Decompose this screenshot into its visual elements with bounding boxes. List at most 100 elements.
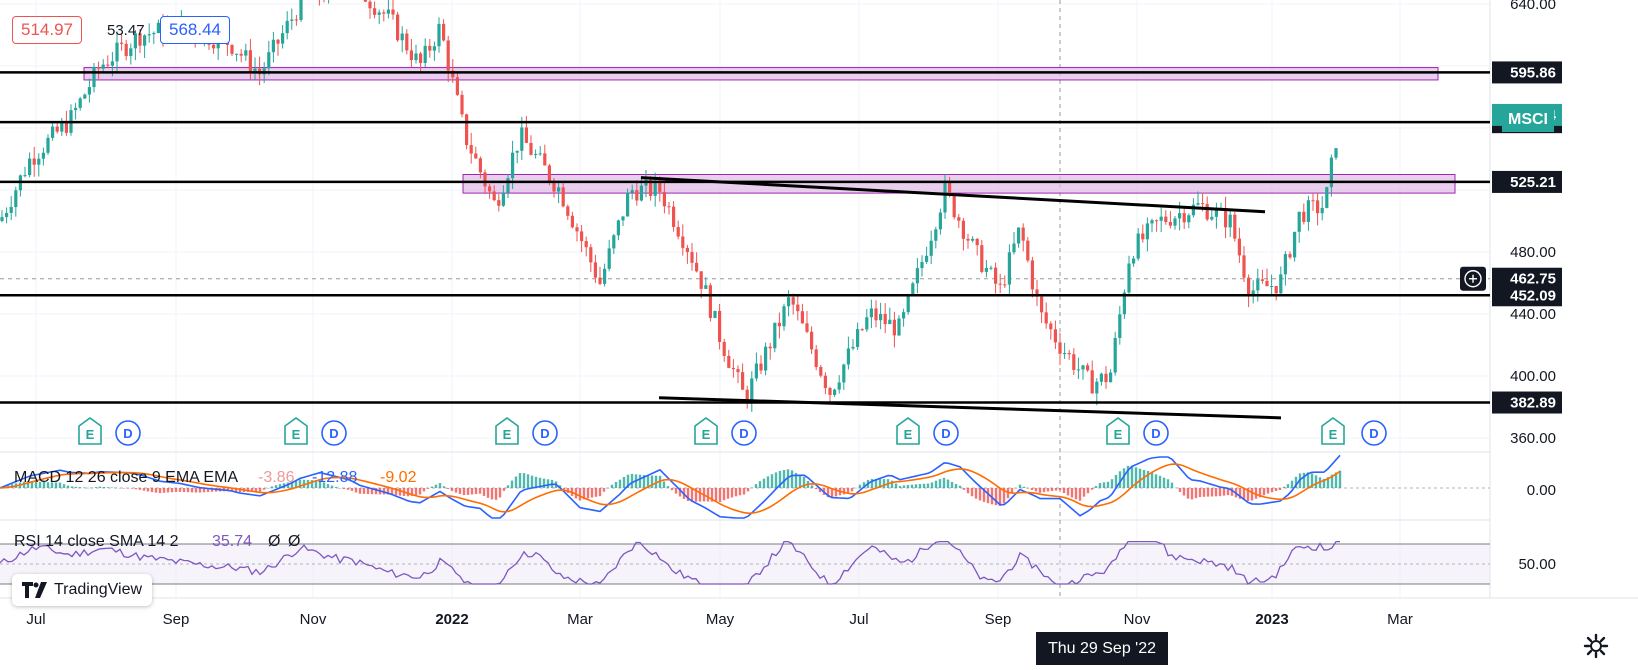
price-axis[interactable]: 640.00 480.00 440.00 400.00 360.00 0.00 50.00 5… xyxy=(1460,0,1562,573)
macd-histogram-bar xyxy=(1186,488,1190,499)
candle-body xyxy=(147,34,151,36)
symbol-badge: MSCI xyxy=(1502,108,1554,132)
macd-histogram-bar xyxy=(410,488,414,496)
candle-body xyxy=(460,94,464,115)
macd-histogram-bar xyxy=(714,488,718,502)
candle-body xyxy=(267,52,271,69)
candle-body xyxy=(777,322,781,327)
macd-histogram-bar xyxy=(574,488,578,499)
macd-histogram-bar xyxy=(830,488,834,498)
macd-histogram-bar xyxy=(298,479,302,488)
candle-body xyxy=(616,220,620,236)
macd-histogram-bar xyxy=(842,488,846,495)
candle-body xyxy=(690,252,694,263)
candle-body xyxy=(975,238,979,246)
plus-circle-icon[interactable] xyxy=(1460,266,1486,291)
candle-body xyxy=(78,98,82,108)
macd-histogram-bar xyxy=(506,485,510,488)
candle-body xyxy=(1035,289,1039,297)
macd-histogram-bar xyxy=(598,488,602,497)
candle-body xyxy=(520,127,524,151)
rsi-label: RSI 14 close SMA 14 2 xyxy=(14,533,179,550)
macd-histogram-bar xyxy=(254,488,258,492)
time-axis-label: Jul xyxy=(849,611,868,628)
macd-histogram-bar xyxy=(90,487,94,489)
macd-histogram-bar xyxy=(382,488,386,495)
candle-body xyxy=(451,70,455,78)
rsi-axis-tick: 50.00 xyxy=(1518,556,1556,573)
macd-histogram-bar xyxy=(1130,465,1134,488)
candle-body xyxy=(497,200,501,206)
candle-body xyxy=(621,216,625,221)
candle-body xyxy=(879,314,883,321)
macd-histogram-bar xyxy=(1182,488,1186,496)
macd-histogram-bar xyxy=(870,478,874,488)
macd-histogram-bar xyxy=(1086,488,1090,494)
candle-body xyxy=(869,308,873,318)
macd-histogram-bar xyxy=(1142,469,1146,488)
gear-icon[interactable] xyxy=(1583,633,1609,659)
candle-body xyxy=(1095,381,1099,394)
macd-value: -12.88 xyxy=(312,469,357,486)
macd-histogram-bar xyxy=(730,488,734,498)
macd-histogram-bar xyxy=(470,488,474,495)
time-axis[interactable]: Jul Sep Nov 2022 Mar May Jul Sep Nov 2023 Mar xyxy=(26,611,1413,628)
macd-axis-tick: 0.00 xyxy=(1527,482,1556,499)
tradingview-logo[interactable]: TradingView xyxy=(12,574,153,606)
candle-body xyxy=(299,0,303,21)
candle-body xyxy=(566,206,570,216)
macd-label: MACD 12 26 close 9 EMA EMA xyxy=(14,469,238,486)
macd-histogram-bar xyxy=(150,488,154,493)
macd-histogram-bar xyxy=(1202,488,1206,497)
macd-histogram-bar xyxy=(1150,472,1154,488)
macd-histogram-bar xyxy=(902,485,906,488)
candle-body xyxy=(938,212,942,230)
macd-histogram-bar xyxy=(966,488,970,494)
candle-body xyxy=(557,187,561,192)
macd-histogram-bar xyxy=(450,488,454,492)
candle-body xyxy=(28,158,32,176)
candle-body xyxy=(639,185,643,201)
candle-body xyxy=(1329,157,1333,188)
candle-body xyxy=(41,152,45,159)
candle-body xyxy=(957,217,961,221)
macd-histogram-bar xyxy=(978,488,982,501)
macd-histogram-bar xyxy=(946,479,950,488)
candle-body xyxy=(791,297,795,305)
candle-body xyxy=(442,23,446,41)
time-axis-label: 2022 xyxy=(435,611,468,628)
candle-body xyxy=(897,318,901,336)
candle-body xyxy=(745,389,749,403)
macd-histogram-bar xyxy=(662,481,666,488)
candle-body xyxy=(929,240,933,256)
macd-histogram-bar xyxy=(438,483,442,488)
candle-body xyxy=(603,268,607,284)
trendlines[interactable] xyxy=(640,176,1282,420)
dividend-marker xyxy=(321,420,347,446)
macd-histogram-bar xyxy=(1258,488,1262,498)
candle-body xyxy=(552,181,556,192)
candle-body xyxy=(1017,227,1021,244)
macd-histogram-bar xyxy=(1054,488,1058,491)
macd-histogram-bar xyxy=(46,482,50,488)
macd-histogram-bar xyxy=(734,488,738,497)
candles xyxy=(0,0,1338,412)
candle-body xyxy=(524,127,528,143)
candle-body xyxy=(1251,290,1255,297)
macd-histogram-bar xyxy=(302,479,306,488)
horizontal-levels[interactable] xyxy=(0,71,1490,404)
candle-body xyxy=(87,87,91,95)
macd-histogram-bar xyxy=(1138,468,1142,488)
candle-body xyxy=(244,50,248,56)
macd-histogram-bar xyxy=(1114,474,1118,488)
candle-body xyxy=(143,35,147,46)
candle-body xyxy=(888,319,892,325)
macd-histogram-bar xyxy=(146,488,150,492)
candle-body xyxy=(373,8,377,15)
macd-histogram-bar xyxy=(926,483,930,488)
trendline xyxy=(640,176,1266,214)
macd-histogram-bar xyxy=(542,478,546,488)
